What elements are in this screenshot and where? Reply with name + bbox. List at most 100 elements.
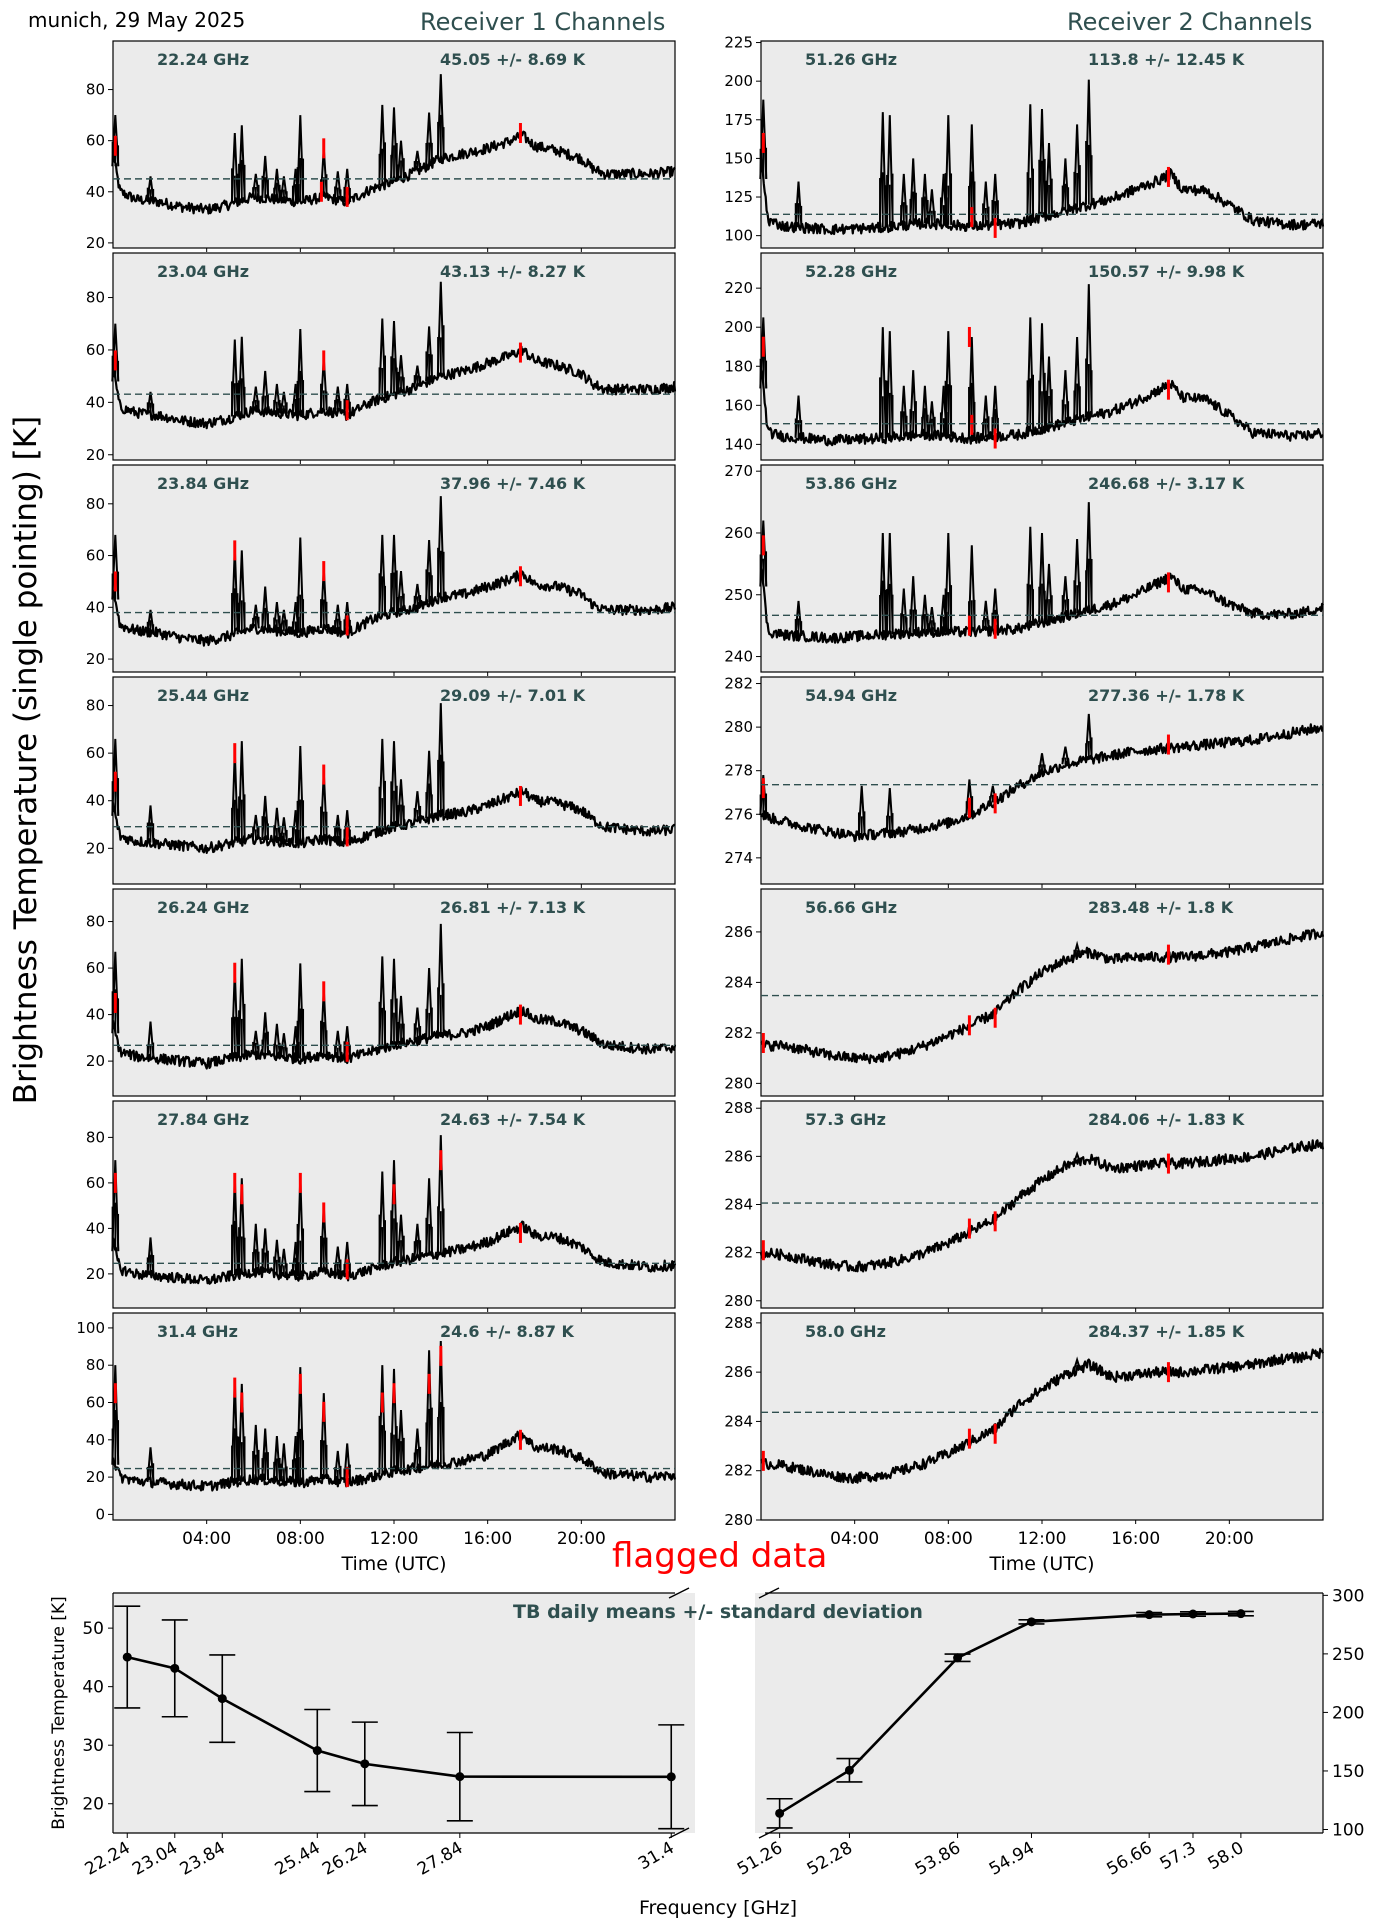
axis-break-marker — [758, 1587, 780, 1599]
mean-point — [1144, 1610, 1154, 1620]
y-tick-label: 100 — [76, 1319, 105, 1337]
channel-frequency-label: 22.24 GHz — [157, 50, 249, 69]
brightness-trace — [112, 570, 677, 647]
y-tick-label: 282 — [724, 1244, 753, 1262]
channel-stat-label: 37.96 +/- 7.46 K — [440, 474, 586, 493]
y-tick-label: 40 — [86, 183, 105, 201]
frequency-tick-label: 22.24 — [82, 1838, 134, 1880]
y-tick-label: 180 — [724, 357, 753, 375]
y-tick-label: 60 — [86, 132, 105, 150]
channel-stat-label: 43.13 +/- 8.27 K — [440, 262, 586, 281]
y-tick-label: 20 — [86, 839, 105, 857]
y-tick-label: 60 — [86, 547, 105, 565]
summary-y-axis-label: Brightness Temperature [K] — [49, 1596, 69, 1829]
y-tick-label: 20 — [86, 650, 105, 668]
channel-frequency-label: 23.84 GHz — [157, 474, 249, 493]
y-tick-label: 200 — [724, 318, 753, 336]
channel-panel-r2-6: 280 282 284 286 288 58.0 GHz 284.37 +/- 1.85 K — [724, 1312, 1325, 1529]
y-tick-label: 100 — [724, 227, 753, 245]
channel-panel-r2-4: 280 282 284 286 56.66 GHz 283.48 +/- 1.8 K — [724, 888, 1325, 1100]
y-tick-label: 274 — [724, 849, 753, 867]
mean-point — [775, 1808, 785, 1818]
channel-panel-r2-1: 140 160 180 200 220 52.28 GHz 150.57 +/- 9.98 … — [724, 252, 1324, 464]
brightness-trace — [760, 928, 1325, 1065]
frequency-tick-label: 54.94 — [986, 1838, 1038, 1880]
channel-stat-label: 277.36 +/- 1.78 K — [1088, 686, 1245, 705]
channel-frequency-label: 57.3 GHz — [805, 1110, 886, 1129]
mean-point — [170, 1663, 180, 1673]
channel-frequency-label: 58.0 GHz — [805, 1322, 886, 1341]
mean-point — [360, 1759, 370, 1769]
y-tick-label: 282 — [724, 675, 753, 693]
channel-panel-r1-4: 20 40 60 80 26.24 GHz 26.81 +/- 7.13 K — [86, 888, 677, 1100]
time-tick-label: 16:00 — [463, 1529, 512, 1549]
flagged-data-label: flagged data — [612, 1536, 828, 1576]
y-tick-label: 140 — [724, 435, 753, 453]
y-tick-label: 125 — [724, 188, 753, 206]
y-tick-label: 150 — [724, 149, 753, 167]
panel-background — [112, 676, 676, 885]
y-tick-label: 40 — [86, 598, 105, 616]
summary-left-background — [113, 1593, 695, 1833]
y-tick-label: 40 — [86, 792, 105, 810]
panel-background — [112, 1100, 676, 1309]
y-tick-label: 80 — [86, 697, 105, 715]
frequency-tick-label: 27.84 — [414, 1838, 466, 1880]
time-axis-label: Time (UTC) — [988, 1553, 1094, 1575]
panel-background — [112, 888, 676, 1097]
y-tick-label: 60 — [86, 959, 105, 977]
y-tick-label: 0 — [95, 1505, 105, 1523]
channel-frequency-label: 31.4 GHz — [157, 1322, 238, 1341]
channel-panel-r2-2: 240 250 260 270 53.86 GHz 246.68 +/- 3.17 K — [724, 462, 1324, 676]
frequency-tick-label: 57.3 — [1157, 1838, 1200, 1874]
mean-point — [122, 1652, 132, 1662]
y-tick-label: 60 — [86, 744, 105, 762]
receiver1-title: Receiver 1 Channels — [420, 8, 666, 36]
channel-frequency-label: 26.24 GHz — [157, 898, 249, 917]
y-tick-label: 260 — [724, 524, 753, 542]
y-tick-label: 80 — [86, 1356, 105, 1374]
time-tick-label: 20:00 — [1205, 1529, 1254, 1549]
time-tick-label: 08:00 — [924, 1529, 973, 1549]
brightness-trace — [760, 1347, 1325, 1484]
y-tick-label: 288 — [724, 1099, 753, 1117]
channel-stat-label: 150.57 +/- 9.98 K — [1088, 262, 1245, 281]
channel-panel-r2-3: 274 276 278 280 282 54.94 GHz 277.36 +/- 1.78 … — [724, 675, 1324, 888]
time-tick-label: 08:00 — [276, 1529, 325, 1549]
mean-point — [312, 1746, 322, 1756]
axis-break-marker — [668, 1587, 690, 1599]
mean-point — [455, 1772, 465, 1782]
frequency-tick-label: 58.0 — [1205, 1838, 1248, 1874]
global-y-axis-label: Brightness Temperature (single pointing)… — [8, 416, 44, 1104]
y-tick-label: 225 — [724, 34, 753, 52]
y-tick-label: 286 — [724, 1363, 753, 1381]
brightness-trace — [759, 1139, 1325, 1273]
brightness-trace — [111, 1006, 677, 1070]
y-tick-label: 80 — [86, 81, 105, 99]
y-tick-label: 278 — [724, 762, 753, 780]
y-tick-label: 20 — [86, 1265, 105, 1283]
channel-frequency-label: 52.28 GHz — [805, 262, 897, 281]
channel-stat-label: 246.68 +/- 3.17 K — [1088, 474, 1245, 493]
channel-panel-r1-2: 20 40 60 80 23.84 GHz 37.96 +/- 7.46 K — [86, 464, 677, 676]
channel-stat-label: 26.81 +/- 7.13 K — [440, 898, 586, 917]
mean-point — [953, 1653, 963, 1663]
y-tick-label: 280 — [724, 1074, 753, 1092]
y-tick-label: 40 — [86, 1431, 105, 1449]
channel-stat-label: 45.05 +/- 8.69 K — [440, 50, 586, 69]
y-tick-label: 282 — [724, 1462, 753, 1480]
frequency-tick-label: 25.44 — [272, 1838, 324, 1880]
channel-frequency-label: 23.04 GHz — [157, 262, 249, 281]
y-tick-label: 288 — [724, 1314, 753, 1332]
y-tick-label: 280 — [724, 718, 753, 736]
summary-title: TB daily means +/- standard deviation — [513, 1601, 923, 1623]
location-date-label: munich, 29 May 2025 — [28, 8, 246, 32]
y-tick-label: 282 — [724, 1024, 753, 1042]
panel-background — [760, 888, 1324, 1097]
channel-panel-r2-5: 280 282 284 286 288 57.3 GHz 284.06 +/- 1.83 K — [724, 1099, 1325, 1312]
time-tick-label: 12:00 — [1018, 1529, 1067, 1549]
channel-frequency-label: 53.86 GHz — [805, 474, 897, 493]
y-tick-label: 220 — [724, 279, 753, 297]
y-tick-label: 40 — [86, 1006, 105, 1024]
channel-stat-label: 284.37 +/- 1.85 K — [1088, 1322, 1245, 1341]
